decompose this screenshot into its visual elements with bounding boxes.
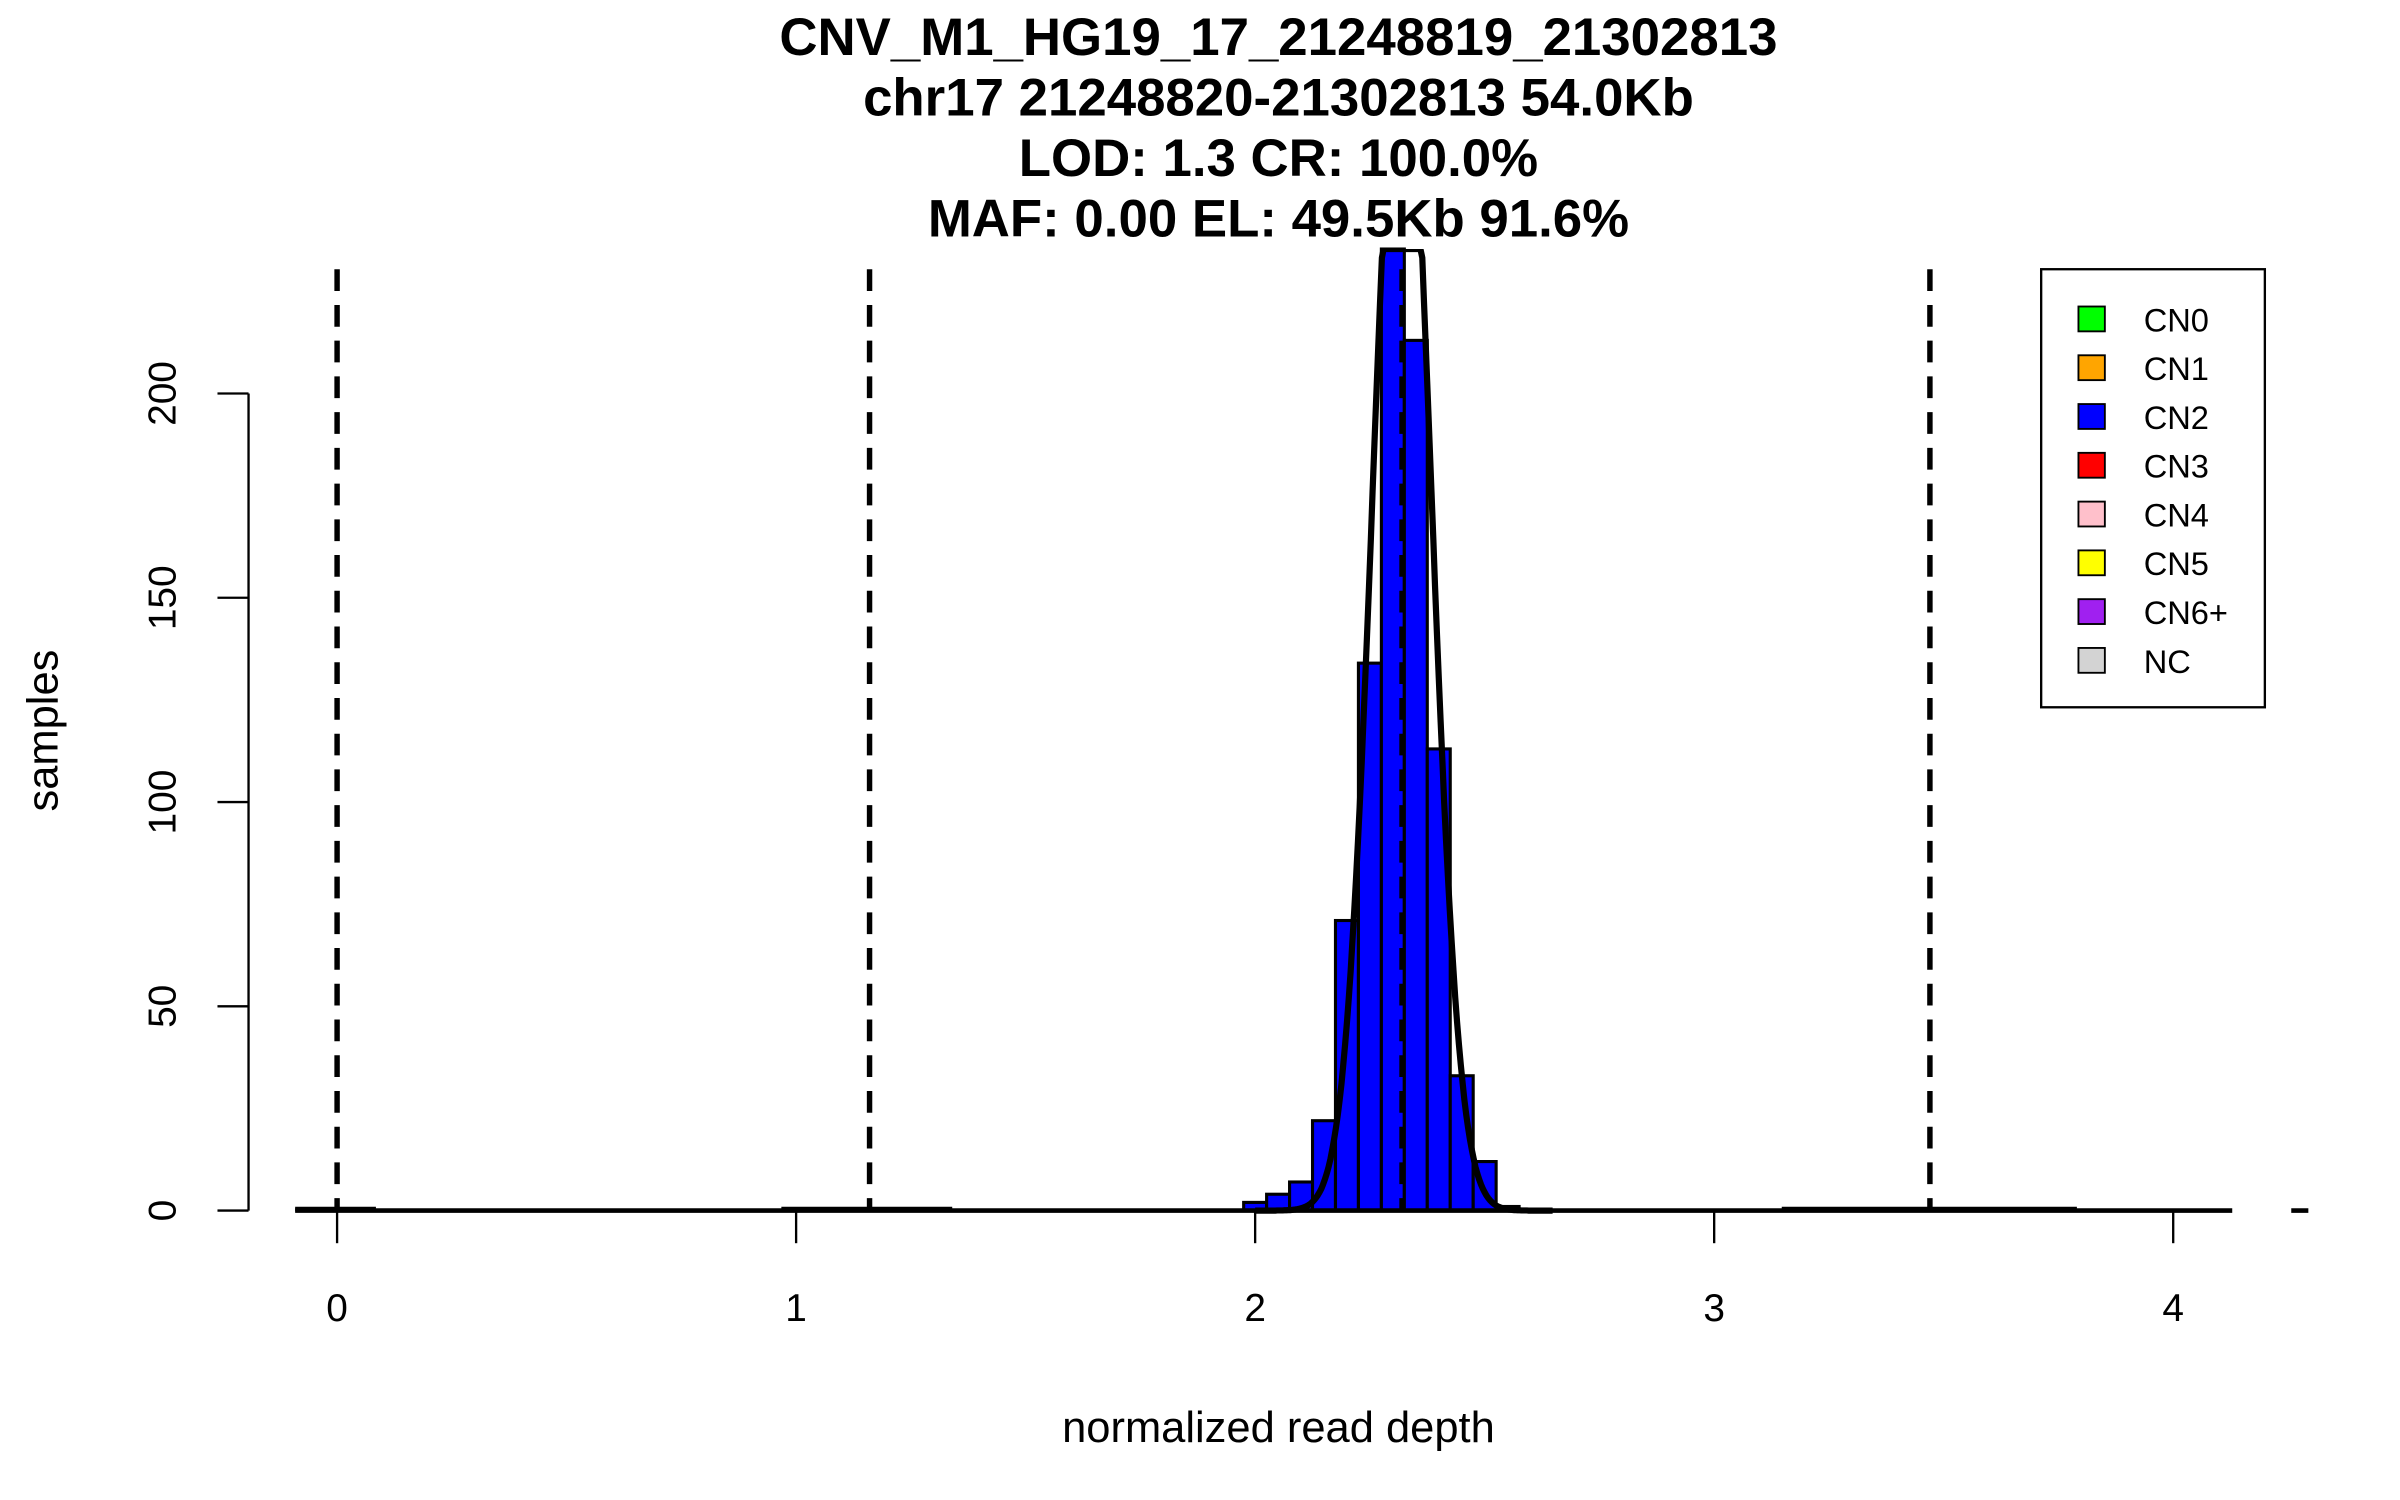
legend-swatch-cn5: [2077, 549, 2106, 577]
chart-title: CNV_M1_HG19_17_21248819_21302813 chr17 2…: [779, 8, 1777, 249]
legend-label: CN2: [2144, 399, 2209, 436]
legend-swatch-cn6plus: [2077, 598, 2106, 625]
legend-label: CN3: [2144, 448, 2209, 485]
x-axis-label: normalized read depth: [1062, 1404, 1495, 1452]
legend-swatch-cn2: [2077, 403, 2106, 430]
legend-label: CN5: [2144, 545, 2209, 582]
y-tick-label: 50: [142, 985, 185, 1028]
legend-label: CN1: [2144, 350, 2209, 387]
legend-box: [2040, 268, 2267, 709]
legend: CN0 CN1 CN2 CN3 CN4 CN5 CN6+ NC: [2040, 268, 2267, 709]
legend-swatch-cn0: [2077, 305, 2106, 333]
x-tick-label: 1: [785, 1287, 807, 1330]
title-line-2: chr17 21248820-21302813 54.0Kb: [863, 68, 1694, 127]
legend-label: NC: [2144, 643, 2191, 680]
y-tick-label: 100: [142, 770, 185, 835]
legend-label: CN0: [2144, 301, 2209, 338]
x-tick-label: 4: [2162, 1287, 2184, 1330]
title-line-3: LOD: 1.3 CR: 100.0%: [1019, 129, 1538, 188]
y-tick-label: 200: [142, 361, 185, 426]
legend-swatch-cn3: [2077, 451, 2106, 479]
y-axis-label: samples: [19, 650, 67, 812]
x-tick-label: 3: [1703, 1287, 1725, 1330]
y-tick-label: 0: [142, 1200, 185, 1222]
title-line-4: MAF: 0.00 EL: 49.5Kb 91.6%: [928, 190, 1629, 249]
legend-label: CN6+: [2144, 594, 2228, 631]
title-line-1: CNV_M1_HG19_17_21248819_21302813: [779, 8, 1777, 67]
legend-swatch-cn4: [2077, 500, 2106, 528]
fitted-density-curve: [1255, 249, 1553, 1214]
histogram-bar: [1402, 338, 1429, 1213]
legend-label: CN4: [2144, 496, 2209, 533]
y-tick-label: 150: [142, 565, 185, 630]
histogram-bar: [1333, 918, 1360, 1213]
x-tick-label: 2: [1244, 1287, 1266, 1330]
legend-swatch-nc: [2077, 647, 2106, 674]
x-tick-label: 0: [326, 1287, 348, 1330]
legend-swatch-cn1: [2077, 354, 2106, 382]
